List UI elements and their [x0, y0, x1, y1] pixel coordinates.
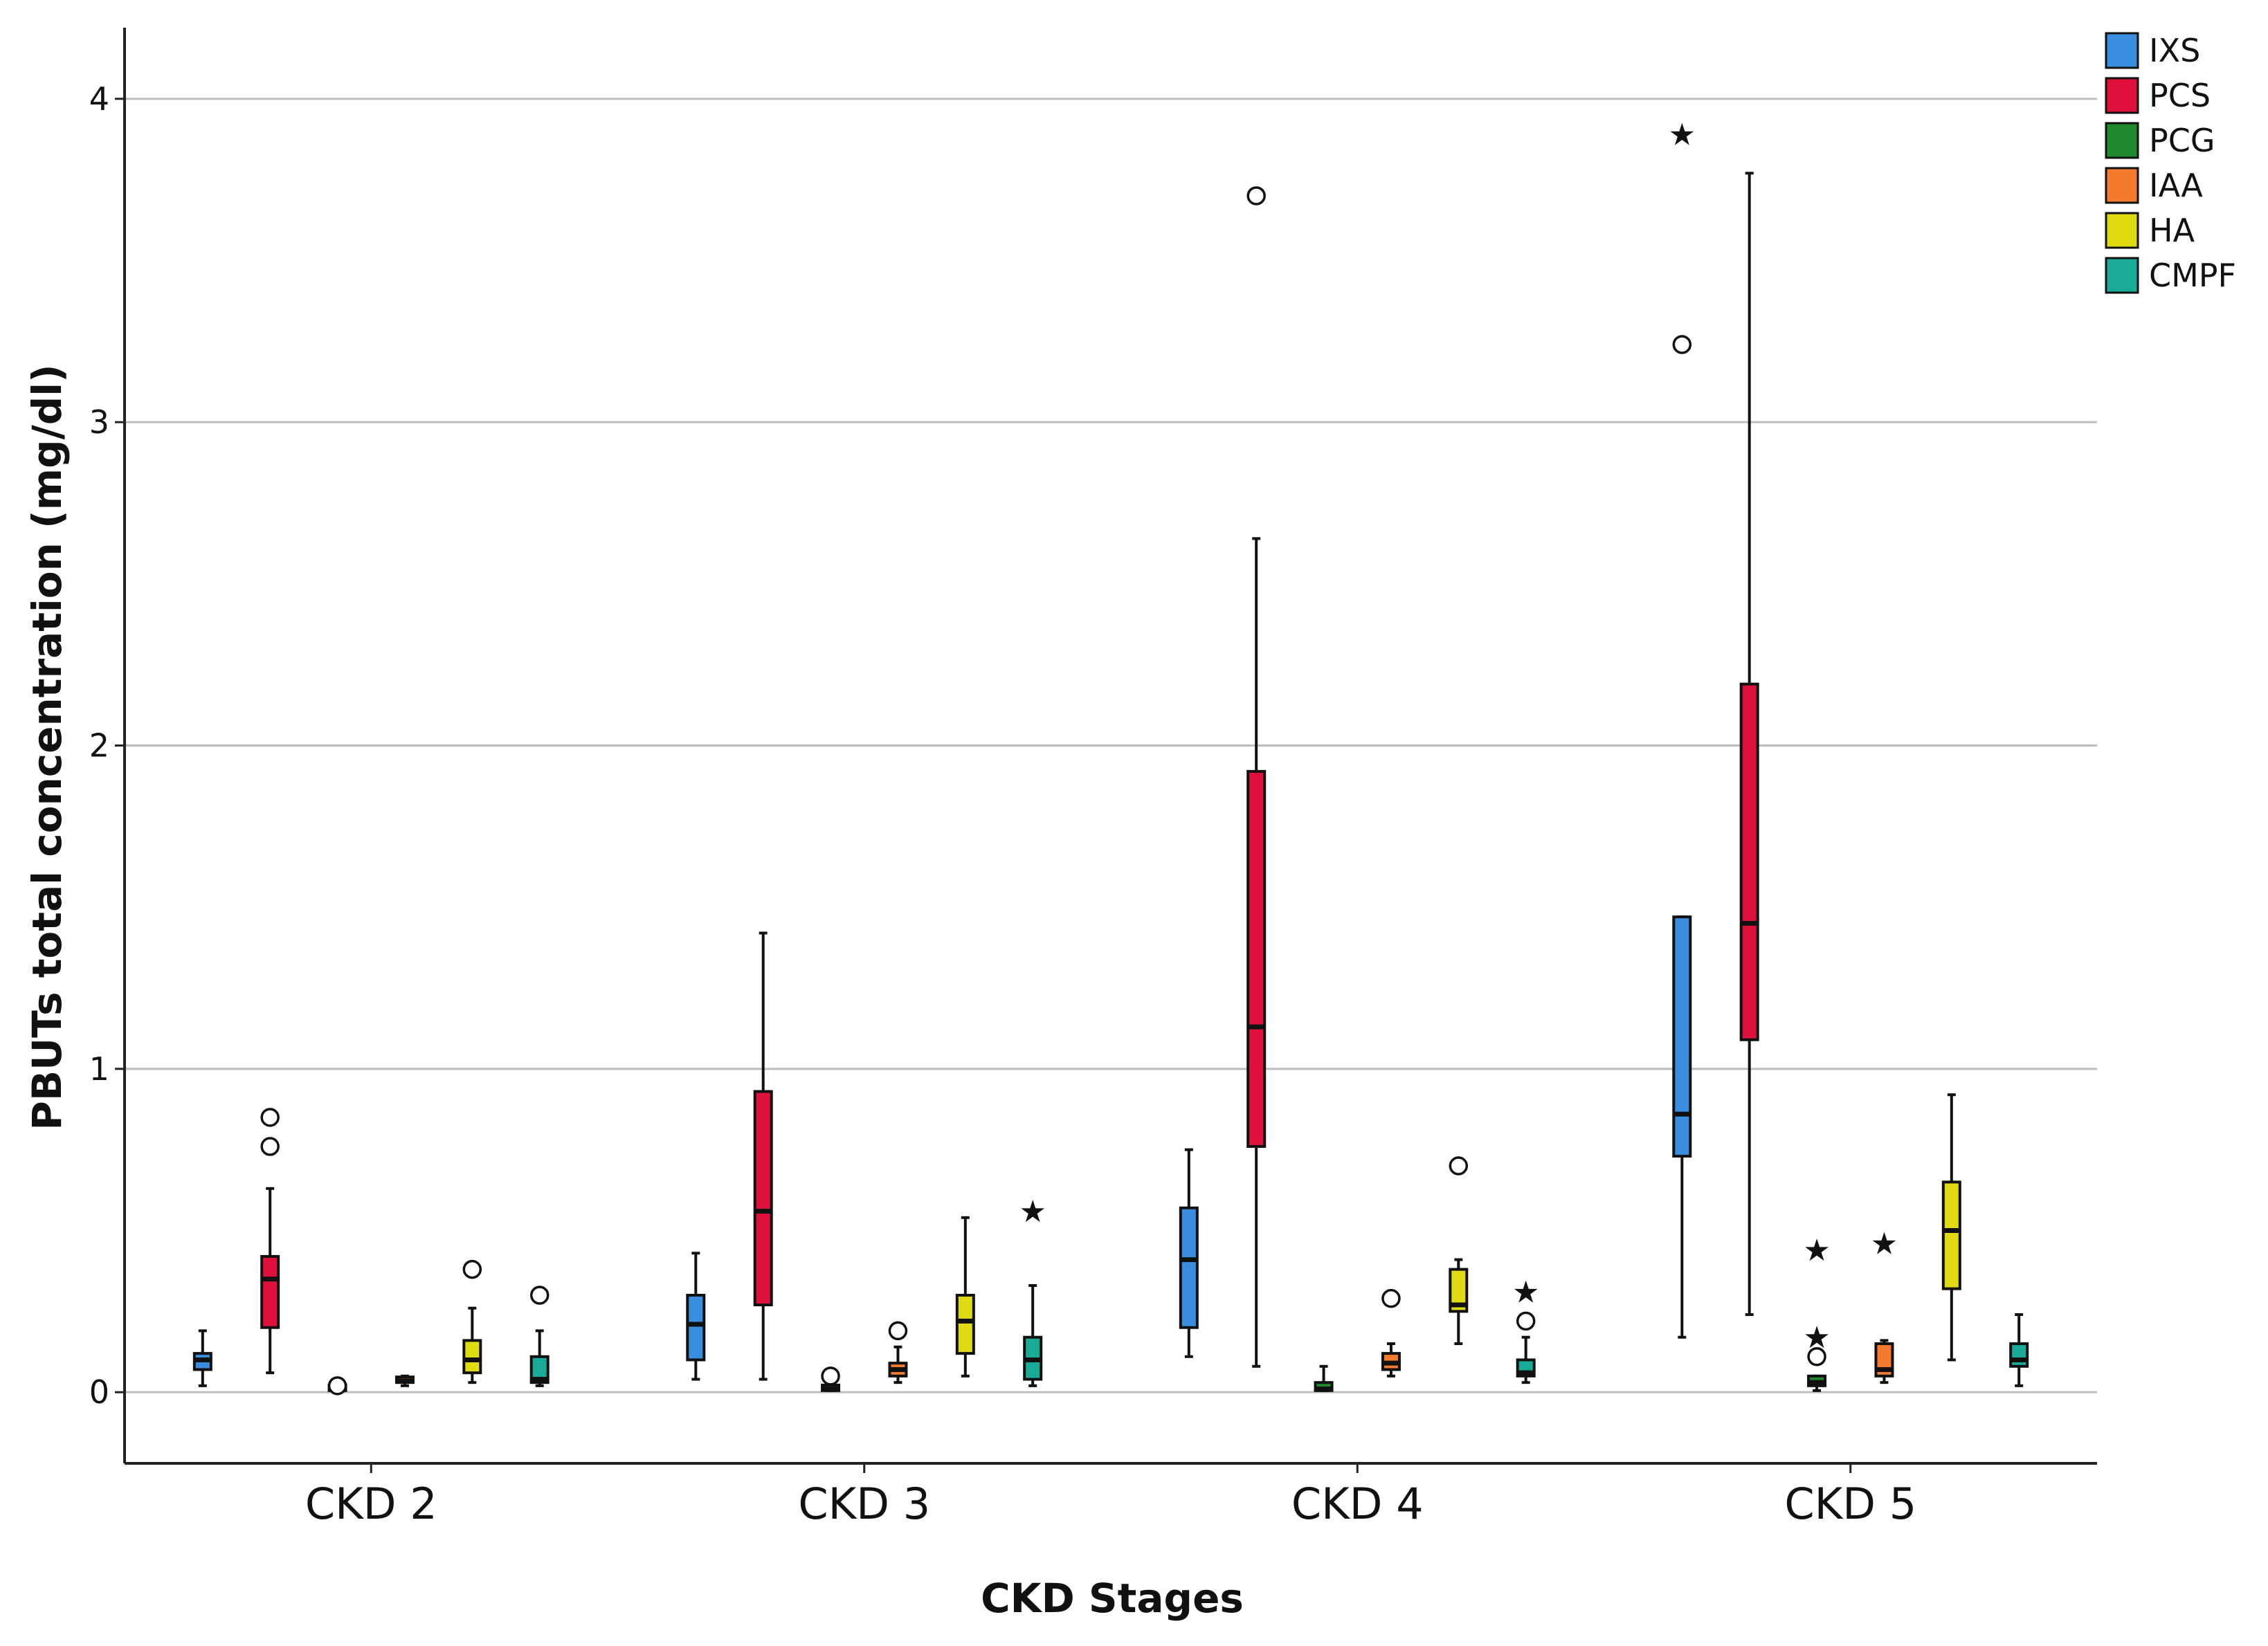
- extreme-point: ★: [1019, 1194, 1046, 1229]
- legend-label-ha: HA: [2149, 212, 2195, 249]
- box-ha-ckd2: [462, 1259, 482, 1384]
- outlier-point: [327, 1376, 347, 1396]
- legend-label-pcg: PCG: [2149, 122, 2215, 159]
- extreme-point: ★: [1871, 1227, 1898, 1262]
- outlier-point: [260, 1108, 280, 1127]
- box-cmpf-ckd5: [2009, 1313, 2029, 1387]
- legend-swatch-ha: [2105, 212, 2139, 249]
- legend-swatch-cmpf: [2105, 257, 2139, 294]
- box-pcs-ckd5: [1739, 172, 1759, 1317]
- box-iqr: [1246, 769, 1267, 1149]
- outlier-point: [888, 1321, 908, 1341]
- extreme-point: ★: [1669, 118, 1696, 153]
- outlier-point: [1381, 1288, 1401, 1308]
- box-cmpf-ckd4: ★: [1512, 1275, 1539, 1384]
- legend-swatch-pcg: [2105, 122, 2139, 159]
- extreme-point: ★: [1803, 1233, 1830, 1268]
- box-plots: ★★★ ★★★: [192, 118, 2029, 1396]
- box-iqr: [753, 1090, 773, 1307]
- x-tick-label: CKD 4: [1291, 1479, 1424, 1529]
- box-iqr: [686, 1293, 706, 1362]
- box-ixs-ckd5: ★: [1669, 118, 1696, 1339]
- box-iaa-ckd3: [888, 1321, 908, 1384]
- box-iqr: [955, 1293, 975, 1355]
- y-tick-label: 4: [89, 80, 109, 118]
- box-iqr: [462, 1339, 482, 1375]
- outlier-point: [821, 1366, 840, 1386]
- box-ixs-ckd3: [686, 1252, 706, 1381]
- box-iaa-ckd5: ★: [1871, 1227, 1898, 1384]
- legend-label-cmpf: CMPF: [2149, 257, 2236, 294]
- y-axis-ticks: 0 1 2 3 4: [89, 80, 125, 1411]
- box-iqr: [2009, 1342, 2029, 1368]
- box-iqr: [1179, 1206, 1199, 1329]
- outlier-point: [1672, 335, 1692, 354]
- box-pcs-ckd4: [1246, 186, 1267, 1368]
- y-tick-label: 1: [89, 1050, 109, 1088]
- outlier-point: [1449, 1156, 1469, 1176]
- outlier-point: [529, 1286, 550, 1305]
- box-cmpf-ckd3: ★: [1019, 1194, 1046, 1387]
- legend-swatch-iaa: [2105, 167, 2139, 204]
- legend-label-iaa: IAA: [2149, 167, 2203, 204]
- box-pcs-ckd3: [753, 931, 773, 1381]
- box-cmpf-ckd2: [529, 1286, 550, 1387]
- box-iaa-ckd4: [1381, 1288, 1401, 1378]
- box-iqr: [1941, 1180, 1961, 1290]
- box-ha-ckd4: [1449, 1156, 1469, 1346]
- extreme-point: ★: [1512, 1275, 1539, 1310]
- box-pcg-ckd3: [821, 1366, 841, 1392]
- box-ixs-ckd4: [1179, 1148, 1199, 1358]
- legend-swatch-ixs: [2105, 32, 2139, 69]
- outlier-point: [1246, 186, 1266, 205]
- x-axis-ticks: CKD 2 CKD 3 CKD 4 CKD 5: [305, 1463, 1916, 1529]
- box-iqr: [260, 1254, 280, 1329]
- legend: IXS PCS PCG IAA HA CMPF: [2105, 32, 2236, 294]
- extreme-point: ★: [1803, 1320, 1830, 1355]
- y-axis-title: PBUTs total concentration (mg/dl): [24, 364, 71, 1130]
- box-iqr: [1739, 682, 1759, 1041]
- box-iqr: [1672, 915, 1692, 1158]
- box-ha-ckd3: [955, 1216, 975, 1378]
- outlier-point: [1516, 1311, 1536, 1331]
- y-tick-label: 2: [89, 727, 109, 765]
- outlier-point: [462, 1259, 482, 1279]
- box-pcg-ckd5: ★★: [1803, 1233, 1831, 1392]
- x-axis-title: CKD Stages: [981, 1575, 1244, 1622]
- x-tick-label: CKD 3: [798, 1479, 930, 1529]
- box-ha-ckd5: [1941, 1093, 1961, 1362]
- legend-label-ixs: IXS: [2149, 32, 2200, 69]
- box-pcg-ckd2: [327, 1376, 347, 1396]
- gridlines: [125, 98, 2097, 1393]
- x-tick-label: CKD 2: [305, 1479, 437, 1529]
- y-tick-label: 0: [89, 1373, 109, 1411]
- legend-label-pcs: PCS: [2149, 77, 2211, 114]
- box-iaa-ckd2: [394, 1374, 415, 1387]
- y-tick-label: 3: [89, 403, 109, 441]
- outlier-point: [260, 1137, 280, 1156]
- box-pcs-ckd2: [260, 1108, 280, 1375]
- box-pcg-ckd4: [1314, 1364, 1334, 1392]
- box-ixs-ckd2: [192, 1329, 212, 1387]
- outlier-point: [1807, 1347, 1826, 1366]
- legend-swatch-pcs: [2105, 77, 2139, 114]
- x-tick-label: CKD 5: [1784, 1479, 1916, 1529]
